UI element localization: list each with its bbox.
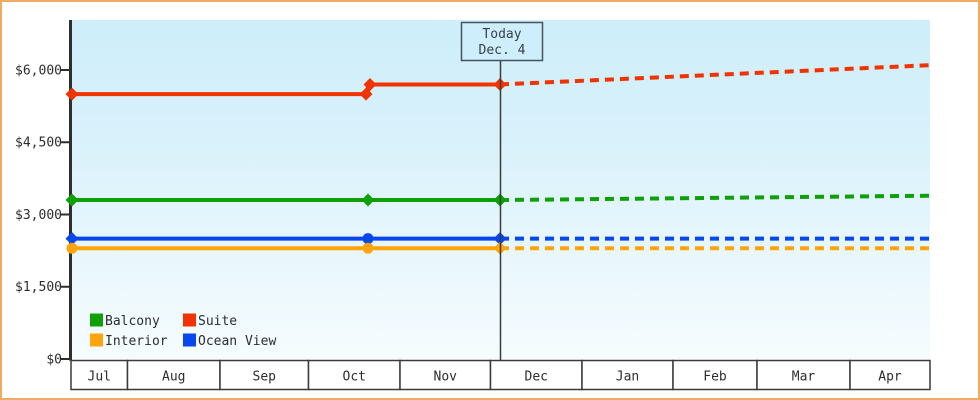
legend-item-interior[interactable]: Interior: [90, 333, 168, 350]
today-label-line1: Today: [482, 27, 521, 42]
data-point-ocean-view: [362, 233, 374, 245]
data-point-suite: [65, 87, 79, 101]
series-projection-suite: [499, 63, 931, 87]
data-point-suite: [359, 87, 373, 101]
y-tick-label: $0: [46, 353, 62, 368]
month-label: Sep: [253, 370, 277, 385]
legend-item-suite[interactable]: Suite: [183, 313, 237, 330]
data-point-ocean-view: [65, 232, 79, 246]
month-cell-nov: [399, 359, 492, 391]
legend-label: Interior: [105, 334, 168, 349]
y-tick-label: $1,500: [15, 280, 62, 295]
series-lines: [65, 63, 931, 255]
series-projection-balcony: [499, 193, 931, 203]
month-label: Mar: [792, 370, 816, 385]
month-label: Jul: [88, 370, 111, 385]
data-point-balcony: [361, 193, 375, 207]
month-cell-jan: [581, 359, 674, 391]
legend-swatch-interior: [90, 333, 103, 347]
data-point-interior: [362, 242, 374, 254]
y-tick-label: $3,000: [15, 208, 62, 223]
legend: Balcony Suite Interior Ocean View: [90, 313, 276, 350]
month-label: Nov: [434, 370, 458, 385]
month-cell-dec: [489, 359, 583, 391]
legend-label: Suite: [198, 314, 237, 329]
data-point-balcony: [65, 193, 79, 207]
month-cell-mar: [756, 359, 851, 391]
month-cell-apr: [849, 359, 931, 391]
today-marker: Today Dec. 4: [460, 21, 544, 360]
month-cell-aug: [126, 359, 221, 391]
legend-item-ocean-view[interactable]: Ocean View: [183, 333, 276, 350]
month-cell-sep: [219, 359, 310, 391]
legend-swatch-suite: [183, 313, 196, 327]
month-label: Dec: [525, 370, 548, 385]
y-axis: $6,000 $4,500 $3,000 $1,500 $0: [15, 20, 72, 368]
data-point-interior: [66, 242, 78, 254]
series-line-suite: [72, 82, 500, 97]
legend-label: Balcony: [105, 314, 160, 329]
data-point-suite: [363, 77, 377, 91]
today-label-line2: Dec. 4: [479, 43, 526, 58]
month-label: Oct: [343, 370, 366, 385]
month-cell-oct: [307, 359, 401, 391]
legend-label: Ocean View: [198, 334, 276, 349]
month-label: Aug: [162, 370, 185, 385]
month-label: Apr: [878, 370, 902, 385]
legend-swatch-balcony: [90, 313, 103, 327]
y-tick-label: $4,500: [15, 136, 62, 151]
today-box: [460, 21, 544, 62]
legend-item-balcony[interactable]: Balcony: [90, 313, 160, 330]
month-label: Jan: [616, 370, 639, 385]
month-label: Feb: [703, 370, 727, 385]
y-tick-label: $6,000: [15, 63, 62, 78]
legend-swatch-ocean-view: [183, 333, 196, 347]
x-axis-month-row: Jul Aug Sep Oct Nov Dec Jan Feb Mar Apr: [70, 359, 931, 391]
